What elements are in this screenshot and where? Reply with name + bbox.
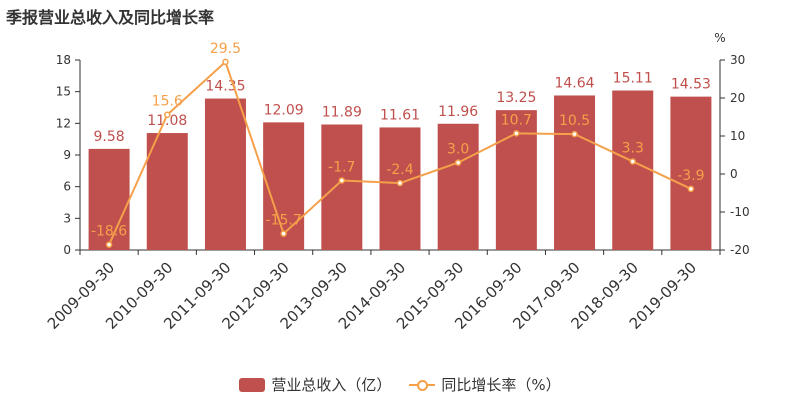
growth-point [338, 177, 346, 184]
growth-point-label: 3.0 [447, 142, 469, 158]
right-tick-label: -10 [730, 205, 750, 219]
revenue-bar [88, 148, 130, 250]
legend-label-revenue: 营业总收入（亿） [271, 376, 392, 394]
revenue-bar-label: 11.61 [380, 107, 420, 123]
revenue-bar [321, 124, 363, 250]
growth-point-label: 10.7 [501, 112, 532, 128]
revenue-bar [612, 90, 654, 250]
growth-point [280, 230, 287, 237]
growth-point [396, 179, 404, 187]
left-tick-label: 15 [56, 85, 71, 99]
growth-point-label: -18.6 [91, 224, 127, 240]
right-axis-unit: % [714, 31, 725, 45]
revenue-bar-label: 13.25 [496, 90, 536, 106]
left-tick-label: 18 [56, 53, 71, 67]
growth-point-label: 15.6 [152, 94, 183, 110]
left-tick-label: 6 [63, 180, 71, 194]
legend-label-growth: 同比增长率（%） [441, 376, 561, 394]
left-tick-label: 9 [63, 148, 71, 162]
revenue-bar-label: 14.53 [671, 77, 711, 93]
legend-line-swatch [409, 378, 436, 392]
left-tick-label: 3 [63, 211, 71, 225]
revenue-bar [670, 96, 712, 250]
revenue-bar [146, 133, 188, 250]
right-tick-label: 20 [730, 91, 745, 105]
growth-point-label: -2.4 [386, 162, 413, 178]
revenue-bar-label: 15.11 [613, 71, 653, 87]
growth-point-label: -3.9 [677, 168, 704, 184]
revenue-bar-label: 9.58 [94, 129, 125, 145]
growth-point [571, 130, 578, 138]
right-tick-label: -20 [730, 243, 750, 257]
left-tick-label: 0 [63, 243, 71, 257]
legend: 营业总收入（亿） 同比增长率（%） [0, 374, 800, 395]
revenue-bar [554, 95, 596, 250]
revenue-bar [263, 122, 305, 250]
legend-bar-swatch [239, 377, 266, 392]
legend-item-revenue[interactable]: 营业总收入（亿） [239, 374, 391, 395]
left-tick-label: 12 [56, 116, 71, 130]
revenue-bar-label: 14.64 [554, 75, 594, 91]
chart-svg: 0369121518-20-100102030%2009-09-302010-0… [44, 31, 750, 333]
growth-point [687, 185, 695, 193]
right-tick-label: 10 [730, 129, 745, 143]
right-tick-label: 30 [730, 53, 745, 67]
growth-point-label: 3.3 [622, 140, 644, 156]
revenue-bar [437, 123, 479, 250]
revenue-bar-label: 11.08 [147, 113, 187, 129]
revenue-bar [204, 98, 246, 251]
growth-point-label: 10.5 [559, 113, 590, 129]
growth-point-label: -15.7 [266, 213, 302, 229]
growth-point [164, 111, 171, 118]
legend-item-growth[interactable]: 同比增长率（%） [409, 374, 561, 395]
growth-point [454, 159, 462, 166]
revenue-bar-label: 11.96 [438, 104, 478, 120]
growth-point-label: -1.7 [328, 159, 355, 175]
chart-title: 季报营业总收入及同比增长率 [6, 8, 215, 27]
right-tick-label: 0 [730, 167, 738, 181]
growth-point-label: 29.5 [210, 41, 241, 57]
revenue-bar [379, 127, 421, 250]
revenue-bar-label: 14.35 [205, 79, 245, 95]
growth-point [629, 158, 636, 165]
revenue-bar-label: 12.09 [264, 102, 304, 118]
growth-point [513, 130, 520, 137]
growth-point [105, 241, 113, 248]
growth-point [222, 58, 229, 66]
revenue-bar-label: 11.89 [322, 104, 362, 120]
